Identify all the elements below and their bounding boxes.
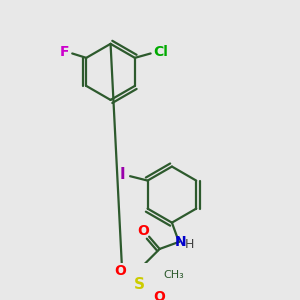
Text: S: S [134, 277, 145, 292]
Text: N: N [175, 235, 187, 249]
Text: O: O [114, 264, 126, 278]
Text: F: F [60, 45, 69, 59]
Text: H: H [185, 238, 194, 251]
Text: O: O [137, 224, 149, 239]
Text: Cl: Cl [154, 45, 169, 59]
Text: CH₃: CH₃ [163, 270, 184, 280]
Text: O: O [154, 290, 166, 300]
Text: I: I [119, 167, 125, 182]
